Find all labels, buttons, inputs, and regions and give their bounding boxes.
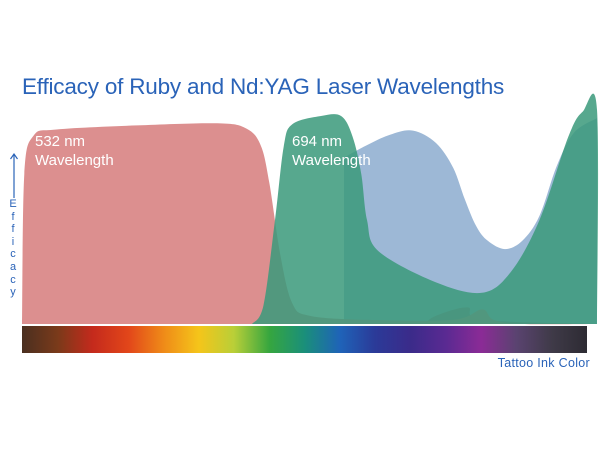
y-label-letter: f: [11, 210, 15, 223]
series-areas: [22, 93, 599, 325]
y-label-letter: c: [10, 248, 16, 261]
series-label-532nm: 532 nm Wavelength: [35, 133, 114, 169]
x-axis-label: Tattoo Ink Color: [497, 356, 590, 370]
color-spectrum-bar: [22, 326, 587, 353]
y-label-letter: c: [10, 273, 16, 286]
y-label-letter: f: [11, 223, 15, 236]
series-label-1064nm: 1064 nm Wavelength: [463, 133, 542, 169]
series-labels: 532 nm Wavelength 694 nm Wavelength 1064 nm W…: [35, 133, 542, 169]
y-label-letter: i: [11, 235, 15, 248]
y-label-letter: E: [9, 198, 17, 210]
series-label-694nm: 694 nm Wavelength: [292, 133, 371, 169]
series-area-532nm: [22, 123, 597, 325]
y-axis-arrow-icon: [10, 152, 18, 198]
y-label-letter: y: [10, 286, 16, 299]
chart-title: Efficacy of Ruby and Nd:YAG Laser Wavele…: [22, 74, 505, 99]
series-area-694nm: [252, 93, 599, 324]
y-label-letter: a: [9, 260, 17, 273]
